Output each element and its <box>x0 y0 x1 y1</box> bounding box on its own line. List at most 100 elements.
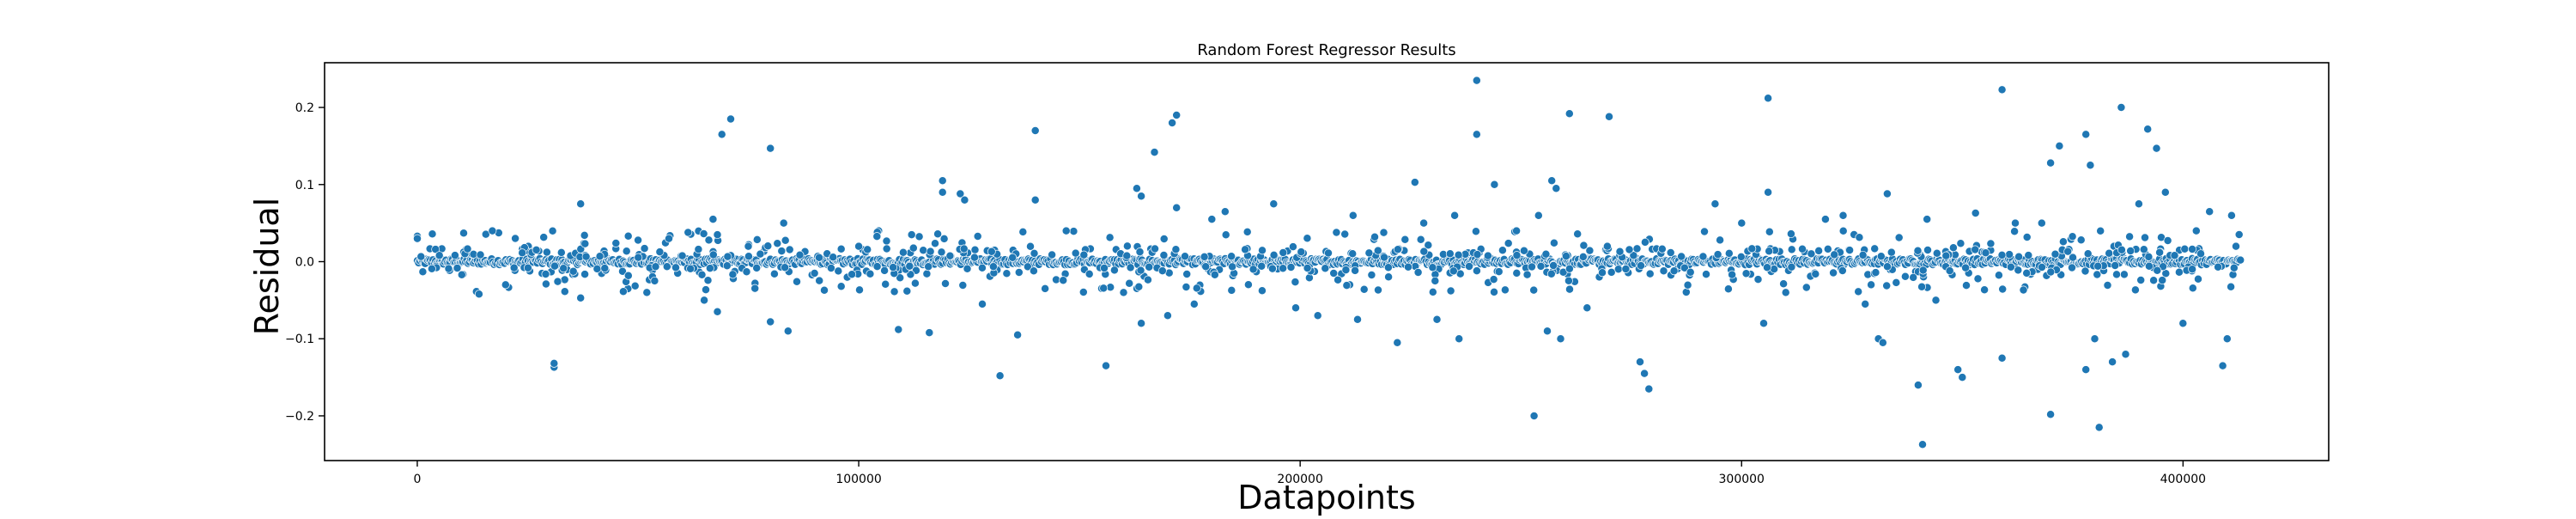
data-point <box>708 250 718 260</box>
data-point <box>1956 239 1965 248</box>
data-point <box>2136 276 2146 284</box>
data-point <box>2038 263 2046 272</box>
data-point <box>1753 275 1763 284</box>
data-point <box>1640 237 1649 247</box>
data-point <box>1820 215 1830 224</box>
data-point <box>1172 203 1182 212</box>
data-point <box>1724 248 1734 258</box>
data-point <box>1883 262 1892 272</box>
data-point <box>1787 245 1796 254</box>
data-point <box>1227 252 1236 261</box>
data-point <box>810 269 819 278</box>
data-point <box>541 279 550 289</box>
data-point <box>453 264 462 272</box>
data-point <box>1945 266 1954 276</box>
data-point <box>1014 268 1024 277</box>
data-point <box>1157 266 1167 276</box>
data-point <box>1728 270 1737 279</box>
data-point <box>611 239 621 247</box>
data-point <box>2152 143 2161 153</box>
data-point <box>1716 235 1725 245</box>
data-point <box>1779 279 1789 289</box>
data-point <box>1023 262 1032 272</box>
data-point <box>630 281 640 290</box>
data-point <box>1030 126 1040 135</box>
data-point <box>1052 275 1060 284</box>
data-point <box>2010 227 2020 236</box>
data-point <box>956 189 965 198</box>
data-point <box>960 195 969 205</box>
y-tick-label: 0.0 <box>295 256 314 270</box>
data-point <box>1759 319 1768 328</box>
data-point <box>1838 211 1848 220</box>
data-point <box>1958 373 1967 382</box>
data-point <box>1249 265 1258 274</box>
data-point <box>2024 251 2033 260</box>
data-point <box>1564 264 1574 273</box>
data-point <box>2191 226 2201 235</box>
data-point <box>866 269 875 278</box>
data-point <box>995 371 1005 381</box>
data-point <box>1659 266 1668 276</box>
data-point <box>914 232 924 241</box>
data-point <box>1419 218 1429 228</box>
data-point <box>2014 252 2024 261</box>
data-point <box>1105 233 1115 242</box>
data-point <box>2014 266 2023 275</box>
data-point <box>722 261 732 271</box>
data-point <box>1168 119 1177 127</box>
data-point <box>1061 226 1071 235</box>
data-point <box>1145 262 1154 272</box>
data-point <box>1137 319 1146 328</box>
data-point <box>1393 245 1402 254</box>
data-point <box>708 215 718 224</box>
data-point <box>1640 369 1649 378</box>
data-point <box>2050 249 2060 259</box>
data-point <box>872 232 882 241</box>
data-point <box>781 235 790 245</box>
data-point <box>677 251 687 260</box>
data-point <box>908 243 918 253</box>
data-point <box>1882 281 1892 290</box>
data-point <box>1534 211 1543 220</box>
data-point <box>752 235 762 244</box>
data-point <box>1143 275 1152 284</box>
data-point <box>1490 287 1498 296</box>
x-tick-label: 200000 <box>1277 473 1322 486</box>
data-point <box>1543 327 1552 336</box>
data-point <box>1002 269 1012 278</box>
data-point <box>836 282 846 291</box>
data-point <box>694 245 703 254</box>
data-point <box>1099 284 1109 293</box>
data-point <box>1373 246 1382 255</box>
data-point <box>1151 244 1159 253</box>
data-point <box>1602 241 1612 251</box>
data-point <box>744 241 753 251</box>
data-point <box>1359 284 1369 294</box>
data-point <box>938 176 947 186</box>
data-point <box>1556 334 1565 344</box>
data-point <box>1512 268 1522 278</box>
data-point <box>2236 255 2245 265</box>
data-point <box>1241 245 1250 254</box>
data-point <box>1159 235 1169 243</box>
data-point <box>640 244 649 253</box>
data-point <box>834 266 843 276</box>
data-point <box>898 247 908 257</box>
data-point <box>1071 248 1080 258</box>
data-point <box>1084 269 1094 278</box>
data-point <box>1948 243 1958 253</box>
data-point <box>1334 275 1343 284</box>
data-point <box>939 234 949 243</box>
data-point <box>1243 280 1253 290</box>
data-point <box>1269 199 1279 209</box>
data-point <box>1383 263 1393 272</box>
data-point <box>910 278 920 288</box>
data-point <box>463 244 472 253</box>
data-point <box>2130 285 2140 295</box>
y-tick-label: −0.2 <box>285 410 314 424</box>
data-point <box>2160 187 2170 197</box>
data-point <box>642 288 652 297</box>
data-point <box>1221 230 1230 240</box>
data-point <box>2229 263 2239 272</box>
